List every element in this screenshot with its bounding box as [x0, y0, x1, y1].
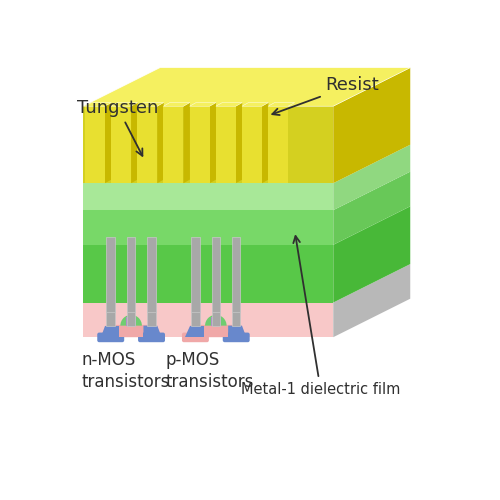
- Polygon shape: [185, 325, 246, 337]
- FancyBboxPatch shape: [111, 106, 131, 183]
- FancyBboxPatch shape: [191, 237, 200, 312]
- FancyBboxPatch shape: [242, 106, 262, 183]
- Text: p-MOS
transistors: p-MOS transistors: [166, 350, 254, 391]
- FancyBboxPatch shape: [232, 282, 240, 326]
- Text: n-MOS
transistors: n-MOS transistors: [81, 350, 170, 391]
- FancyBboxPatch shape: [191, 282, 200, 326]
- FancyBboxPatch shape: [138, 332, 165, 342]
- Wedge shape: [120, 315, 142, 326]
- FancyBboxPatch shape: [83, 106, 333, 183]
- FancyBboxPatch shape: [190, 106, 210, 183]
- FancyBboxPatch shape: [85, 106, 105, 183]
- Polygon shape: [119, 326, 144, 337]
- Polygon shape: [262, 102, 268, 183]
- FancyBboxPatch shape: [83, 245, 333, 302]
- Polygon shape: [242, 102, 268, 106]
- Polygon shape: [105, 102, 112, 183]
- Polygon shape: [144, 326, 162, 337]
- FancyBboxPatch shape: [97, 332, 124, 342]
- FancyBboxPatch shape: [138, 106, 158, 183]
- FancyBboxPatch shape: [148, 282, 156, 326]
- Polygon shape: [138, 102, 164, 106]
- Polygon shape: [190, 102, 216, 106]
- Polygon shape: [204, 326, 228, 337]
- FancyBboxPatch shape: [212, 282, 220, 326]
- FancyBboxPatch shape: [83, 210, 333, 245]
- Polygon shape: [100, 326, 119, 337]
- FancyBboxPatch shape: [83, 245, 333, 302]
- FancyBboxPatch shape: [268, 106, 288, 183]
- Text: Tungsten: Tungsten: [77, 99, 158, 156]
- Polygon shape: [131, 102, 138, 183]
- FancyBboxPatch shape: [106, 282, 115, 326]
- Polygon shape: [333, 144, 410, 183]
- FancyBboxPatch shape: [212, 237, 220, 312]
- Polygon shape: [333, 172, 410, 245]
- Polygon shape: [268, 102, 294, 106]
- FancyBboxPatch shape: [83, 183, 333, 210]
- Polygon shape: [83, 68, 410, 106]
- FancyBboxPatch shape: [83, 210, 333, 245]
- FancyBboxPatch shape: [232, 237, 240, 312]
- FancyBboxPatch shape: [216, 106, 236, 183]
- Polygon shape: [100, 325, 162, 337]
- FancyBboxPatch shape: [127, 237, 136, 312]
- Text: Metal-1 dielectric film: Metal-1 dielectric film: [241, 236, 400, 396]
- Polygon shape: [186, 326, 204, 337]
- Polygon shape: [210, 102, 216, 183]
- FancyBboxPatch shape: [223, 332, 250, 342]
- FancyBboxPatch shape: [106, 237, 115, 312]
- Polygon shape: [333, 144, 410, 210]
- Polygon shape: [164, 102, 190, 106]
- Polygon shape: [216, 102, 242, 106]
- Polygon shape: [184, 102, 190, 183]
- Polygon shape: [333, 264, 410, 337]
- FancyBboxPatch shape: [83, 302, 333, 337]
- Polygon shape: [158, 102, 164, 183]
- Polygon shape: [236, 102, 242, 183]
- Polygon shape: [111, 102, 138, 106]
- Polygon shape: [333, 206, 410, 302]
- FancyBboxPatch shape: [211, 317, 221, 326]
- Polygon shape: [85, 102, 112, 106]
- Text: Resist: Resist: [272, 76, 380, 115]
- Polygon shape: [333, 68, 410, 183]
- Polygon shape: [228, 326, 246, 337]
- FancyBboxPatch shape: [164, 106, 184, 183]
- Wedge shape: [205, 315, 227, 326]
- FancyBboxPatch shape: [83, 183, 333, 210]
- FancyBboxPatch shape: [148, 237, 156, 312]
- FancyBboxPatch shape: [182, 332, 209, 342]
- FancyBboxPatch shape: [127, 282, 136, 326]
- FancyBboxPatch shape: [126, 317, 136, 326]
